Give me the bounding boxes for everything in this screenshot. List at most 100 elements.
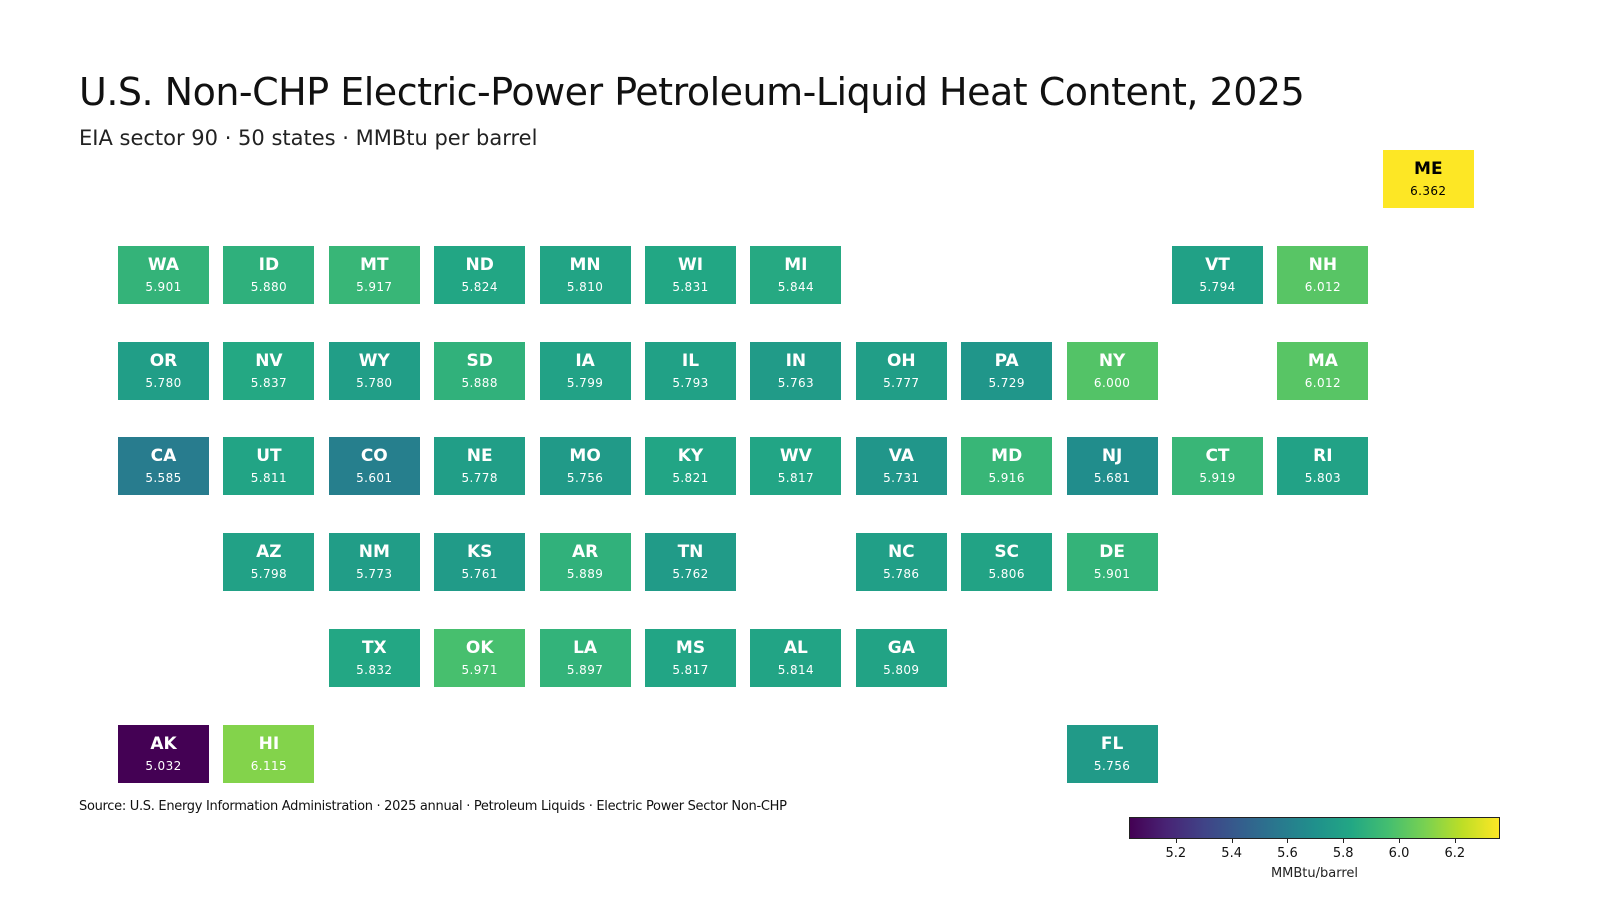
state-value: 5.756 — [566, 471, 604, 485]
colorbar-tick — [1343, 839, 1345, 843]
state-tile-nh: NH 6.012 — [1277, 246, 1369, 304]
state-tile-md: MD 5.916 — [961, 437, 1053, 495]
state-abbr: NE — [466, 446, 493, 466]
state-tile-de: DE 5.901 — [1066, 533, 1158, 591]
state-abbr: IA — [575, 351, 595, 371]
state-abbr: MS — [675, 638, 706, 658]
colorbar-tick — [1399, 839, 1401, 843]
state-tile-tn: TN 5.762 — [645, 533, 736, 591]
state-value: 5.803 — [1304, 471, 1342, 485]
state-value: 5.777 — [883, 376, 920, 390]
state-abbr: NH — [1308, 255, 1338, 275]
state-tile-ak: AK 5.032 — [118, 725, 209, 783]
state-abbr: OR — [149, 351, 178, 371]
state-tile-nc: NC 5.786 — [855, 533, 947, 591]
state-abbr: MT — [360, 255, 389, 275]
state-abbr: KS — [466, 542, 493, 562]
state-abbr: GA — [887, 638, 915, 658]
colorbar-tick-label: 5.2 — [1165, 846, 1187, 861]
state-tile-ms: MS 5.817 — [645, 629, 736, 687]
state-abbr: SC — [994, 542, 1020, 562]
state-tile-nj: NJ 5.681 — [1066, 437, 1158, 495]
state-value: 6.012 — [1304, 376, 1342, 390]
state-tile-pa: PA 5.729 — [961, 342, 1053, 400]
state-tile-ma: MA 6.012 — [1277, 342, 1369, 400]
state-value: 6.115 — [250, 759, 288, 773]
state-abbr: ME — [1414, 159, 1443, 179]
state-tile-hi: HI 6.115 — [223, 725, 315, 783]
colorbar-tick-label: 5.8 — [1332, 846, 1354, 861]
state-value: 6.362 — [1410, 184, 1447, 198]
state-value: 5.810 — [566, 280, 604, 294]
colorbar-tick-label: 6.2 — [1444, 846, 1466, 861]
state-tile-mn: MN 5.810 — [539, 246, 631, 304]
state-tile-vt: VT 5.794 — [1172, 246, 1263, 304]
state-tile-sd: SD 5.888 — [434, 342, 526, 400]
state-tile-nm: NM 5.773 — [328, 533, 420, 591]
state-tile-va: VA 5.731 — [855, 437, 947, 495]
state-value: 6.000 — [1093, 376, 1131, 390]
colorbar-tick — [1287, 839, 1289, 843]
state-value: 5.761 — [461, 567, 498, 581]
state-value: 5.601 — [356, 471, 393, 485]
state-abbr: AL — [783, 638, 808, 658]
state-value: 5.731 — [883, 471, 920, 485]
state-abbr: VA — [888, 446, 914, 466]
state-tile-wv: WV 5.817 — [750, 437, 842, 495]
state-tile-mt: MT 5.917 — [328, 246, 420, 304]
state-abbr: OH — [886, 351, 916, 371]
state-tile-ct: CT 5.919 — [1172, 437, 1263, 495]
state-tile-fl: FL 5.756 — [1066, 725, 1158, 783]
colorbar-tick-label: 5.4 — [1221, 846, 1242, 861]
state-value: 5.681 — [1093, 471, 1131, 485]
state-tile-in: IN 5.763 — [750, 342, 842, 400]
state-value: 5.897 — [566, 663, 604, 677]
state-tile-ny: NY 6.000 — [1066, 342, 1158, 400]
state-abbr: AZ — [256, 542, 282, 562]
state-abbr: WY — [358, 351, 390, 371]
state-value: 5.880 — [250, 280, 288, 294]
state-value: 5.824 — [461, 280, 498, 294]
state-abbr: CO — [360, 446, 388, 466]
state-abbr: NY — [1098, 351, 1126, 371]
state-tile-ut: UT 5.811 — [223, 437, 315, 495]
state-value: 5.585 — [145, 471, 182, 485]
state-tile-mi: MI 5.844 — [750, 246, 842, 304]
state-abbr: IN — [785, 351, 807, 371]
state-abbr: TX — [361, 638, 387, 658]
chart-subtitle: EIA sector 90 · 50 states · MMBtu per ba… — [79, 126, 538, 150]
state-abbr: WV — [779, 446, 812, 466]
state-tile-ky: KY 5.821 — [645, 437, 736, 495]
state-value: 5.901 — [145, 280, 182, 294]
state-tile-ia: IA 5.799 — [539, 342, 631, 400]
state-tile-la: LA 5.897 — [539, 629, 631, 687]
state-abbr: IL — [681, 351, 700, 371]
state-abbr: TN — [677, 542, 704, 562]
state-tile-ok: OK 5.971 — [434, 629, 526, 687]
state-abbr: CA — [150, 446, 177, 466]
state-value: 5.756 — [1093, 759, 1131, 773]
colorbar-tick-label: 6.0 — [1388, 846, 1410, 861]
state-abbr: HI — [258, 734, 280, 754]
state-value: 5.794 — [1199, 280, 1236, 294]
colorbar — [1129, 817, 1500, 839]
state-abbr: PA — [994, 351, 1019, 371]
state-abbr: NC — [887, 542, 915, 562]
state-value: 5.844 — [777, 280, 815, 294]
state-value: 5.798 — [250, 567, 288, 581]
state-value: 5.806 — [988, 567, 1025, 581]
state-abbr: ND — [465, 255, 494, 275]
state-abbr: NJ — [1101, 446, 1123, 466]
state-tile-me: ME 6.362 — [1382, 150, 1474, 208]
state-abbr: LA — [573, 638, 598, 658]
state-value: 5.778 — [461, 471, 498, 485]
state-tile-al: AL 5.814 — [750, 629, 842, 687]
state-tile-ks: KS 5.761 — [434, 533, 526, 591]
state-abbr: AK — [150, 734, 177, 754]
state-value: 5.971 — [461, 663, 498, 677]
state-value: 5.917 — [356, 280, 393, 294]
state-abbr: NV — [255, 351, 283, 371]
state-abbr: SD — [466, 351, 493, 371]
chart-title: U.S. Non-CHP Electric-Power Petroleum-Li… — [79, 70, 1305, 114]
state-tile-tx: TX 5.832 — [328, 629, 420, 687]
